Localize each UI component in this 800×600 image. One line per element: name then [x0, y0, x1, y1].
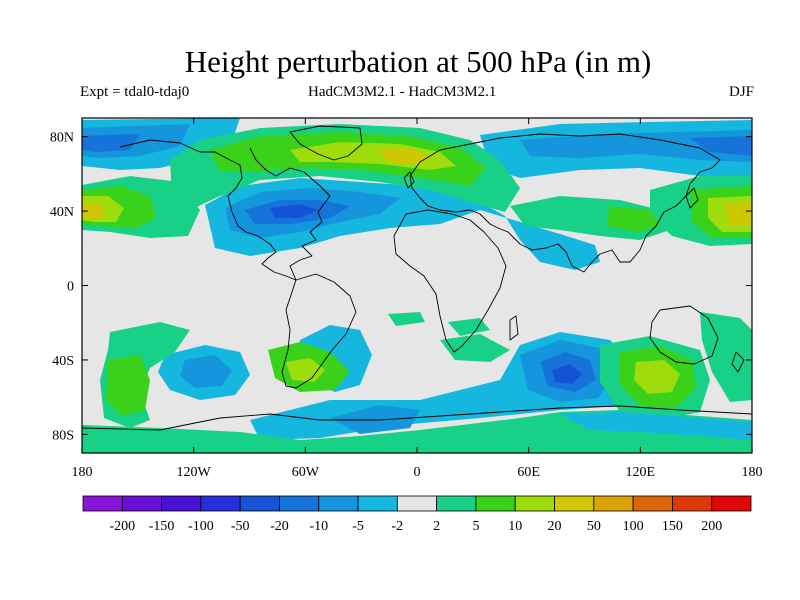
colorbar: -200 -150 -100 -50 -20 -10 -5 -2 2 5 10 20 50 100 150 2…: [82, 495, 752, 534]
coastline-madagascar: [509, 315, 519, 341]
colorbar-swatch: [396, 495, 438, 512]
colorbar-label: -100: [188, 519, 214, 534]
colorbar-label: -5: [352, 519, 364, 534]
coastline-new-zealand: [731, 351, 745, 373]
lon-tick-label: 180: [742, 465, 763, 480]
colorbar-label: -50: [231, 519, 250, 534]
contour-positive-mid-atlantic: [388, 312, 425, 326]
coastline-greenland: [289, 125, 363, 161]
colorbar-label: -150: [149, 519, 175, 534]
coastline-antarctica: [82, 405, 752, 431]
season-label: DJF: [728, 84, 754, 100]
contour-negative-south-pacific-core: [180, 355, 232, 388]
colorbar-swatch: [239, 495, 280, 512]
contour-positive-patagonia-high: [286, 358, 325, 382]
colorbar-swatch: [593, 495, 634, 512]
model-label: HadCM3M2.1 - HadCM3M2.1: [308, 84, 497, 100]
colorbar-label: -200: [109, 519, 135, 534]
coastlines: [82, 125, 752, 431]
colorbar-swatch: [711, 495, 752, 512]
latitude-axis: 80N 40N 0 40S 80S: [50, 131, 752, 443]
colorbar-swatch: [161, 495, 202, 512]
contour-positive-indian-ocean: [448, 318, 490, 336]
colorbar-swatch: [121, 495, 162, 512]
contour-negative-arctic-east-inner: [690, 136, 752, 156]
coastline-uk: [403, 171, 415, 189]
colorbar-label: 10: [508, 519, 522, 534]
lon-tick-label: 180: [72, 465, 93, 480]
contour-positive-east-pacific-core: [724, 202, 752, 226]
lon-tick-label: 120W: [177, 465, 212, 480]
coastline-japan: [685, 187, 699, 209]
contour-positive-southern-ocean: [700, 312, 752, 402]
contour-positive-africa-mid: [606, 206, 660, 232]
lon-tick-label: 60E: [517, 465, 540, 480]
lat-tick-label: 80S: [52, 428, 74, 443]
coastline-north-america: [119, 139, 331, 281]
colorbar-swatch: [318, 495, 359, 512]
coastline-eurasia: [409, 133, 721, 273]
colorbar-label: 5: [472, 519, 479, 534]
colorbar-label: -2: [392, 519, 404, 534]
contour-negative-antarctica-east: [560, 412, 752, 440]
colorbar-swatch: [475, 495, 516, 512]
lon-tick-label: 0: [414, 465, 421, 480]
colorbar-swatch: [200, 495, 241, 512]
colorbar-swatch: [554, 495, 595, 512]
colorbar-label: 50: [587, 519, 601, 534]
colorbar-label: 200: [701, 519, 722, 534]
colorbar-label: 100: [623, 519, 644, 534]
lat-tick-label: 40N: [50, 205, 74, 220]
colorbar-swatch: [357, 495, 398, 512]
colorbar-label: 20: [548, 519, 562, 534]
contour-positive-south-africa: [440, 334, 510, 362]
lat-tick-label: 80N: [50, 131, 74, 146]
colorbar-label: -20: [270, 519, 289, 534]
contour-positive-australia-high: [634, 360, 680, 394]
contour-negative-south-atlantic: [330, 405, 420, 434]
lat-tick-label: 0: [67, 280, 74, 295]
longitude-axis: 180 120W 60W 0 60E 120E 180: [72, 118, 763, 480]
colorbar-swatch: [82, 495, 123, 512]
contour-negative-atlantic-centre: [270, 204, 318, 218]
colorbar-swatch: [514, 495, 555, 512]
contour-positive-eurasia-core: [380, 148, 432, 164]
coastline-australia: [649, 305, 719, 365]
experiment-label: Expt = tdal0-tdaj0: [80, 84, 190, 100]
coastline-africa: [393, 209, 507, 353]
lat-tick-label: 40S: [52, 354, 74, 369]
coastline-south-america: [281, 273, 357, 389]
contour-negative-indian-ocean-centre: [552, 364, 582, 384]
colorbar-label: 2: [433, 519, 440, 534]
lon-tick-label: 60W: [292, 465, 320, 480]
colorbar-label: 150: [662, 519, 683, 534]
contour-fields: [82, 118, 752, 453]
contour-positive-south-pacific-mid: [106, 355, 150, 416]
colorbar-swatch: [632, 495, 673, 512]
colorbar-label: -10: [309, 519, 328, 534]
colorbar-swatch: [672, 495, 713, 512]
map-title: Height perturbation at 500 hPa (in m): [184, 44, 652, 79]
lon-tick-label: 120E: [626, 465, 656, 480]
contour-negative-arctic-west-inner: [82, 134, 140, 152]
contour-positive-west-pacific-core: [82, 202, 106, 220]
colorbar-swatch: [436, 495, 477, 512]
colorbar-swatch: [279, 495, 320, 512]
